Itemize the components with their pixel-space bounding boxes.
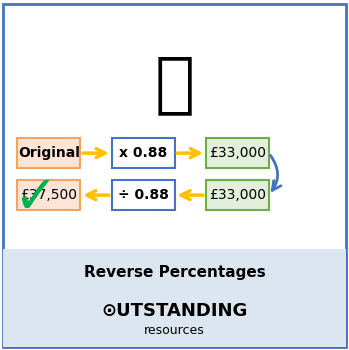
Text: £37,500: £37,500	[20, 188, 77, 202]
FancyBboxPatch shape	[206, 180, 269, 210]
Text: £33,000: £33,000	[209, 188, 266, 202]
FancyBboxPatch shape	[3, 248, 346, 346]
Text: 🚗: 🚗	[155, 51, 194, 117]
FancyBboxPatch shape	[112, 180, 174, 210]
FancyBboxPatch shape	[17, 138, 80, 168]
Text: resources: resources	[144, 324, 205, 337]
FancyBboxPatch shape	[3, 4, 346, 346]
Text: ✓: ✓	[13, 172, 57, 224]
Text: Original: Original	[18, 146, 80, 160]
FancyBboxPatch shape	[17, 180, 80, 210]
Text: £33,000: £33,000	[209, 146, 266, 160]
Text: Reverse Percentages: Reverse Percentages	[84, 266, 265, 280]
FancyBboxPatch shape	[206, 138, 269, 168]
FancyBboxPatch shape	[112, 138, 174, 168]
Text: ⊙UTSTANDING: ⊙UTSTANDING	[101, 302, 248, 321]
Text: x 0.88: x 0.88	[119, 146, 167, 160]
Text: ÷ 0.88: ÷ 0.88	[118, 188, 169, 202]
